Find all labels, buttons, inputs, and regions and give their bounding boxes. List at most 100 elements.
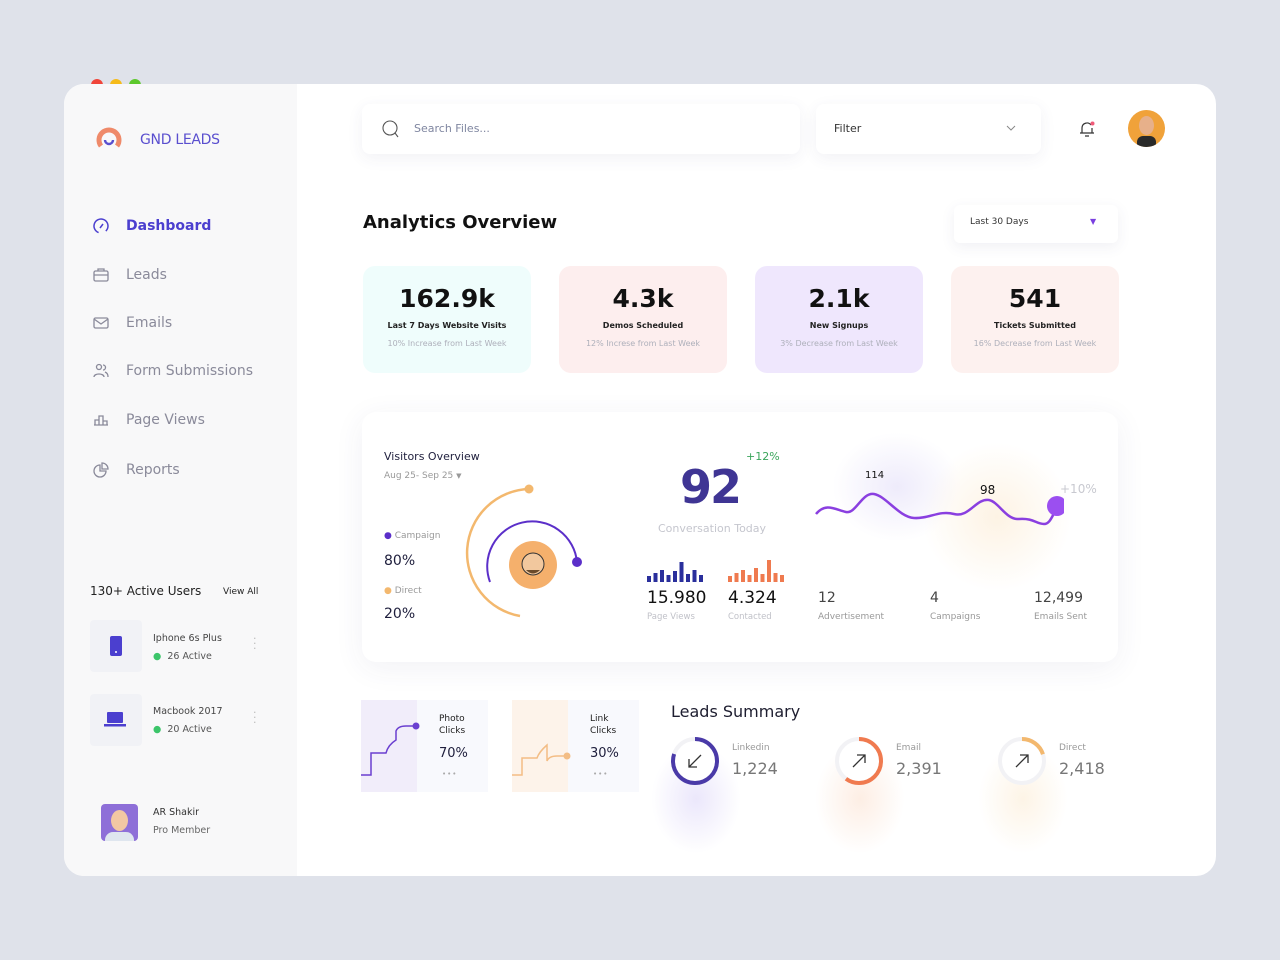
more-options-icon[interactable]: · · · <box>253 632 257 655</box>
spark-bar <box>747 575 752 582</box>
sidebar-item-form-submissions[interactable]: Form Submissions <box>92 362 253 380</box>
peak-label: 98 <box>980 483 996 497</box>
device-name: Iphone 6s Plus <box>153 633 222 644</box>
sidebar-item-label: Dashboard <box>126 218 212 234</box>
sidebar-item-label: Page Views <box>126 412 205 428</box>
visitors-range-dropdown[interactable]: Aug 25- Sep 25 ▼ <box>384 471 462 481</box>
trend-wave-chart <box>815 492 1064 526</box>
clicks-value: 30% <box>590 746 619 761</box>
clicks-label: Photo <box>439 714 465 724</box>
stat-card-value: 2.1k <box>808 284 870 313</box>
filter-dropdown[interactable]: Filter <box>816 104 1041 154</box>
legend-label: Direct <box>394 586 422 596</box>
stat-card[interactable]: 2.1k New Signups 3% Decrease from Last Wee… <box>755 266 923 373</box>
search-placeholder: Search Files... <box>414 122 490 135</box>
legend-direct: ● Direct <box>384 586 422 596</box>
trend-change: +10% <box>1060 482 1097 496</box>
orbit-chart <box>465 484 582 618</box>
profile-avatar[interactable] <box>101 804 138 841</box>
stat-value: 4 <box>930 590 939 606</box>
glow <box>922 442 1072 592</box>
sidebar-item-leads[interactable]: Leads <box>92 266 167 284</box>
more-options-icon[interactable]: ••• <box>442 770 458 778</box>
campaign-arc <box>486 520 578 583</box>
spark-bar <box>734 573 739 582</box>
lead-value: 2,391 <box>896 759 942 778</box>
clicks-card[interactable]: Link Clicks 30% ••• <box>512 700 639 792</box>
spark-bar <box>728 576 732 582</box>
clicks-value: 70% <box>439 746 468 761</box>
campaign-arc-end <box>572 557 582 567</box>
stat-card-sub: 12% Increse from Last Week <box>585 339 701 348</box>
direct-value: 20% <box>384 606 416 622</box>
brand-name: GND LEADS <box>140 132 220 148</box>
search-icon <box>382 120 399 138</box>
stat-card-label: Tickets Submitted <box>994 321 1076 330</box>
campaign-value: 80% <box>384 553 416 569</box>
stat-label: Emails Sent <box>1034 612 1088 622</box>
conversation-value: 92 <box>680 460 742 514</box>
spark-bar <box>660 570 664 582</box>
lead-label: Email <box>896 743 921 753</box>
conversation-label: Conversation Today <box>658 522 767 535</box>
stat-card[interactable]: 4.3k Demos Scheduled 12% Increse from Last… <box>559 266 727 373</box>
stat-card-value: 4.3k <box>612 284 674 313</box>
spark-bar <box>780 575 784 582</box>
clicks-label: Link <box>590 714 609 724</box>
stat-value: 12 <box>818 590 836 606</box>
spark-bar <box>647 576 651 582</box>
search-input[interactable]: Search Files... <box>362 104 800 154</box>
stat-card-value: 541 <box>1008 284 1062 313</box>
app-window: GND LEADS Dashboard Leads Emails Form Su… <box>64 84 1216 876</box>
stat-label: Advertisement <box>818 612 885 622</box>
lead-value: 2,418 <box>1059 759 1105 778</box>
sidebar-item-reports[interactable]: Reports <box>92 461 180 479</box>
laptop-icon <box>104 712 126 727</box>
direct-progress-ring <box>998 737 1046 785</box>
contacted-sparkbars <box>728 560 784 582</box>
clicks-card[interactable]: Photo Clicks 70% ••• <box>361 700 488 792</box>
device-status-text: 20 Active <box>167 724 212 735</box>
user-avatar[interactable] <box>1128 110 1165 147</box>
arrow-down-left-icon <box>688 754 702 768</box>
spark-bar <box>653 573 658 582</box>
contacted-label: Contacted <box>728 612 772 622</box>
phone-icon <box>110 636 122 656</box>
filter-label: Filter <box>834 122 862 135</box>
spark-bar <box>692 570 697 582</box>
notification-bell-icon[interactable] <box>1077 119 1097 139</box>
more-options-icon[interactable]: ••• <box>593 770 609 778</box>
sidebar-item-emails[interactable]: Emails <box>92 314 172 332</box>
sidebar-item-dashboard[interactable]: Dashboard <box>92 217 211 235</box>
caret-down-icon: ▼ <box>456 472 462 480</box>
stat-card[interactable]: 162.9k Last 7 Days Website Visits 10% Incr… <box>363 266 531 373</box>
device-name: Macbook 2017 <box>153 706 223 717</box>
spark-bar <box>767 560 771 582</box>
pie-chart-icon <box>93 462 109 478</box>
stat-card-label: New Signups <box>809 321 869 330</box>
view-all-link[interactable]: View All <box>223 587 259 597</box>
sidebar: GND LEADS Dashboard Leads Emails Form Su… <box>64 84 297 876</box>
stat-value: 12,499 <box>1034 590 1083 606</box>
sidebar-item-label: Emails <box>126 315 173 331</box>
date-range-dropdown[interactable]: Last 30 Days ▼ <box>954 205 1118 243</box>
clicks-chart <box>361 700 420 792</box>
stat-card[interactable]: 541 Tickets Submitted 16% Decrease from La… <box>951 266 1119 373</box>
device-thumb <box>90 694 142 746</box>
trend-line <box>815 492 1058 526</box>
page-title: Analytics Overview <box>363 212 558 233</box>
stat-card-value: 162.9k <box>399 284 495 313</box>
spark-bar <box>673 571 677 582</box>
stat-card-label: Last 7 Days Website Visits <box>387 321 507 330</box>
more-options-icon[interactable]: · · · <box>253 706 257 729</box>
trend-endpoint[interactable] <box>1047 496 1064 516</box>
sidebar-item-label: Reports <box>126 462 180 478</box>
sidebar-item-page-views[interactable]: Page Views <box>92 411 205 429</box>
contacted-value: 4.324 <box>728 588 777 608</box>
legend-label: Campaign <box>394 531 441 541</box>
chevron-down-icon <box>1006 125 1016 131</box>
spark-bar <box>760 574 765 582</box>
page-views-value: 15.980 <box>647 588 707 608</box>
device-status-text: 26 Active <box>167 651 212 662</box>
logo-icon <box>96 127 122 148</box>
